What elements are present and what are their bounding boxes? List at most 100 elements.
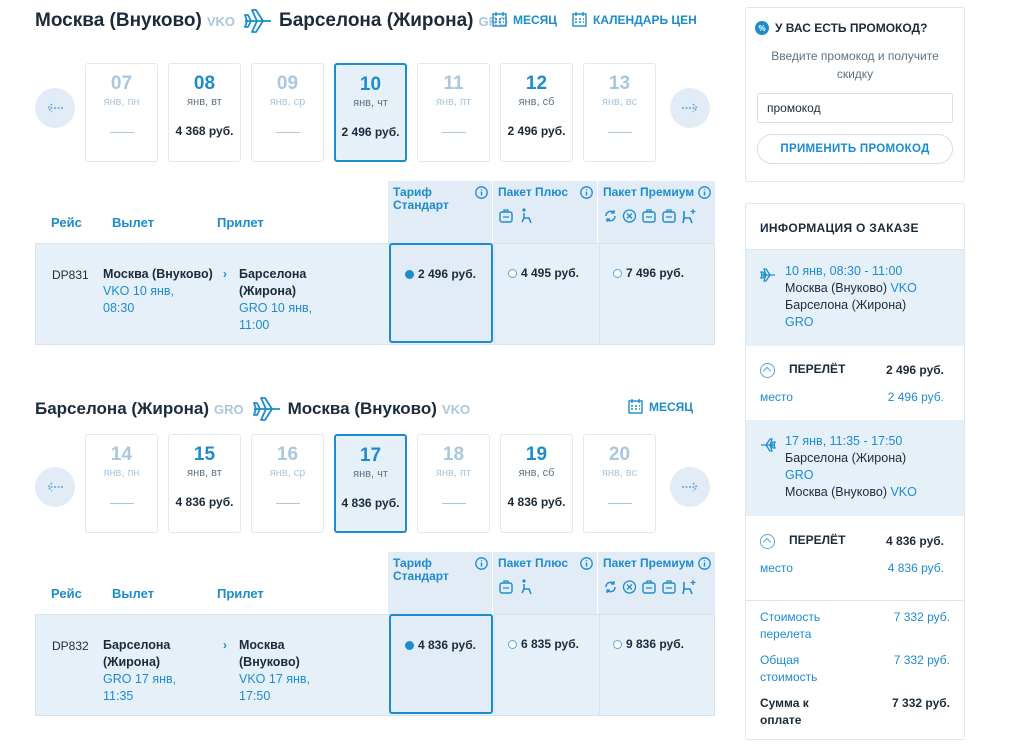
chevron-up-icon[interactable]: [760, 363, 775, 378]
outbound-prev-dates-button[interactable]: [35, 88, 75, 128]
tariff-standard-title: Тариф Стандарт: [393, 185, 449, 212]
arrival-time: GRO 10 янв, 11:00: [239, 301, 313, 332]
date-cell[interactable]: 08 янв, вт 4 368 руб.: [168, 63, 241, 162]
col-departure: Вылет: [112, 586, 155, 601]
divider: [494, 244, 495, 344]
return-month-link[interactable]: МЕСЯЦ: [628, 399, 693, 414]
baggage-icon: [662, 580, 676, 594]
date-cell: 09 янв, ср: [251, 63, 324, 162]
fare-premium-option[interactable]: 9 836 руб.: [599, 615, 715, 715]
price-calendar-link[interactable]: КАЛЕНДАРЬ ЦЕН: [572, 12, 697, 27]
tariff-plus-title: Пакет Плюс: [498, 556, 569, 570]
date-day-number: 09: [276, 73, 299, 94]
radio-unselected[interactable]: [508, 268, 517, 278]
tariff-premium-header[interactable]: Пакет Премиум: [598, 552, 715, 614]
radio-selected[interactable]: [405, 640, 414, 650]
date-cell: 14 янв, пн: [85, 434, 158, 533]
tariff-premium-title: Пакет Премиум: [603, 185, 695, 199]
tariff-plus-header[interactable]: Пакет Плюс: [493, 552, 597, 614]
arrow-left-icon: [47, 103, 63, 113]
date-cell[interactable]: 12 янв, сб 2 496 руб.: [500, 63, 573, 162]
fare-premium-price: 9 836 руб.: [626, 637, 684, 651]
date-day-number: 20: [608, 444, 631, 465]
date-day-number: 14: [110, 444, 133, 465]
date-cell[interactable]: 19 янв, сб 4 836 руб.: [500, 434, 573, 533]
no-price-dash: [109, 503, 134, 504]
return-table-header: Рейс Вылет Прилет Тариф Стандарт Пакет П…: [35, 552, 715, 614]
fare-premium-option[interactable]: 7 496 руб.: [599, 244, 715, 344]
date-cell: 18 янв, пт: [417, 434, 490, 533]
airplane-departure-icon: [760, 268, 775, 282]
fare-plus-option[interactable]: 6 835 руб.: [494, 615, 599, 715]
order-segment-outbound: 10 янв, 08:30 - 11:00 Москва (Внуково) V…: [746, 250, 964, 346]
total-overall-cost: Общая стоимость 7 332 руб.: [760, 652, 950, 686]
outbound-month-link[interactable]: МЕСЯЦ: [492, 12, 557, 27]
return-from-city: Барселона (Жирона): [35, 399, 210, 418]
radio-unselected[interactable]: [508, 639, 517, 649]
tariff-plus-title: Пакет Плюс: [498, 185, 569, 199]
date-day-number: 17: [359, 445, 382, 466]
segment-from-code: VKO: [890, 281, 917, 295]
date-weekday: янв, чт: [353, 97, 388, 109]
fare-standard-option[interactable]: 4 836 руб.: [389, 614, 493, 714]
apply-promo-button[interactable]: ПРИМЕНИТЬ ПРОМОКОД: [757, 134, 953, 164]
fare-standard-option[interactable]: 2 496 руб.: [389, 243, 493, 343]
date-day-number: 16: [276, 444, 299, 465]
date-cell: 20 янв, вс: [583, 434, 656, 533]
outbound-next-dates-button[interactable]: [670, 88, 710, 128]
date-day-number: 08: [193, 73, 216, 94]
chevron-right-icon: ›: [223, 638, 227, 652]
date-cell[interactable]: 15 янв, вт 4 836 руб.: [168, 434, 241, 533]
arrival-time: VKO 17 янв, 17:50: [239, 672, 311, 703]
return-prev-dates-button[interactable]: [35, 467, 75, 507]
segment-from-code: GRO: [785, 468, 814, 482]
return-next-dates-button[interactable]: [670, 467, 710, 507]
date-weekday: янв, сб: [518, 96, 555, 108]
info-icon[interactable]: [580, 557, 593, 570]
info-icon[interactable]: [580, 186, 593, 199]
info-icon[interactable]: [698, 186, 711, 199]
outbound-table-header: Рейс Вылет Прилет Тариф Стандарт Пакет П…: [35, 181, 715, 243]
promo-code-input[interactable]: [757, 93, 953, 123]
tariff-premium-header[interactable]: Пакет Премиум: [598, 181, 715, 243]
refund-icon: [622, 209, 637, 223]
fare-plus-price: 6 835 руб.: [521, 637, 579, 651]
date-weekday: янв, вт: [187, 96, 222, 108]
chevron-up-icon[interactable]: [760, 534, 775, 549]
outbound-from-city: Москва (Внуково): [35, 10, 202, 31]
info-icon[interactable]: [475, 557, 488, 570]
seat-icon: [521, 579, 532, 595]
no-price-dash: [441, 503, 466, 504]
tariff-standard-header[interactable]: Тариф Стандарт: [388, 552, 492, 614]
flight-arrival: Барселона (Жирона) GRO 10 янв, 11:00: [239, 266, 339, 334]
fare-plus-option[interactable]: 4 495 руб.: [494, 244, 599, 344]
date-day-number: 15: [193, 444, 216, 465]
date-cell[interactable]: 10 янв, чт 2 496 руб.: [334, 63, 407, 162]
date-cell[interactable]: 17 янв, чт 4 836 руб.: [334, 434, 407, 533]
date-day-number: 07: [110, 73, 133, 94]
amount-to-pay: Сумма к оплате 7 332 руб.: [760, 695, 950, 729]
date-day-number: 11: [443, 73, 464, 94]
date-day-number: 10: [359, 74, 382, 95]
radio-unselected[interactable]: [613, 268, 622, 278]
baggage-icon: [662, 209, 676, 223]
info-icon[interactable]: [698, 557, 711, 570]
radio-selected[interactable]: [405, 269, 414, 279]
return-to-code: VKO: [441, 401, 471, 417]
tariff-premium-title: Пакет Премиум: [603, 556, 695, 570]
order-fare-outbound: ПЕРЕЛЁТ 2 496 руб. место 2 496 руб.: [746, 346, 964, 420]
info-icon[interactable]: [475, 186, 488, 199]
date-price: 2 496 руб.: [507, 124, 566, 138]
tariff-plus-header[interactable]: Пакет Плюс: [493, 181, 597, 243]
flight-number: DP831: [52, 268, 89, 282]
radio-unselected[interactable]: [613, 639, 622, 649]
date-weekday: янв, вс: [601, 467, 638, 479]
return-route-title: Барселона (Жирона) GRO Москва (Внуково) …: [35, 395, 478, 423]
tariff-standard-header[interactable]: Тариф Стандарт: [388, 181, 492, 243]
date-weekday: янв, вт: [187, 467, 222, 479]
outbound-route-title: Москва (Внуково) VKO Барселона (Жирона) …: [35, 7, 516, 35]
order-fare-return: ПЕРЕЛЁТ 4 836 руб. место 4 836 руб.: [746, 517, 964, 591]
divider: [599, 615, 600, 715]
date-weekday: янв, вс: [601, 96, 638, 108]
